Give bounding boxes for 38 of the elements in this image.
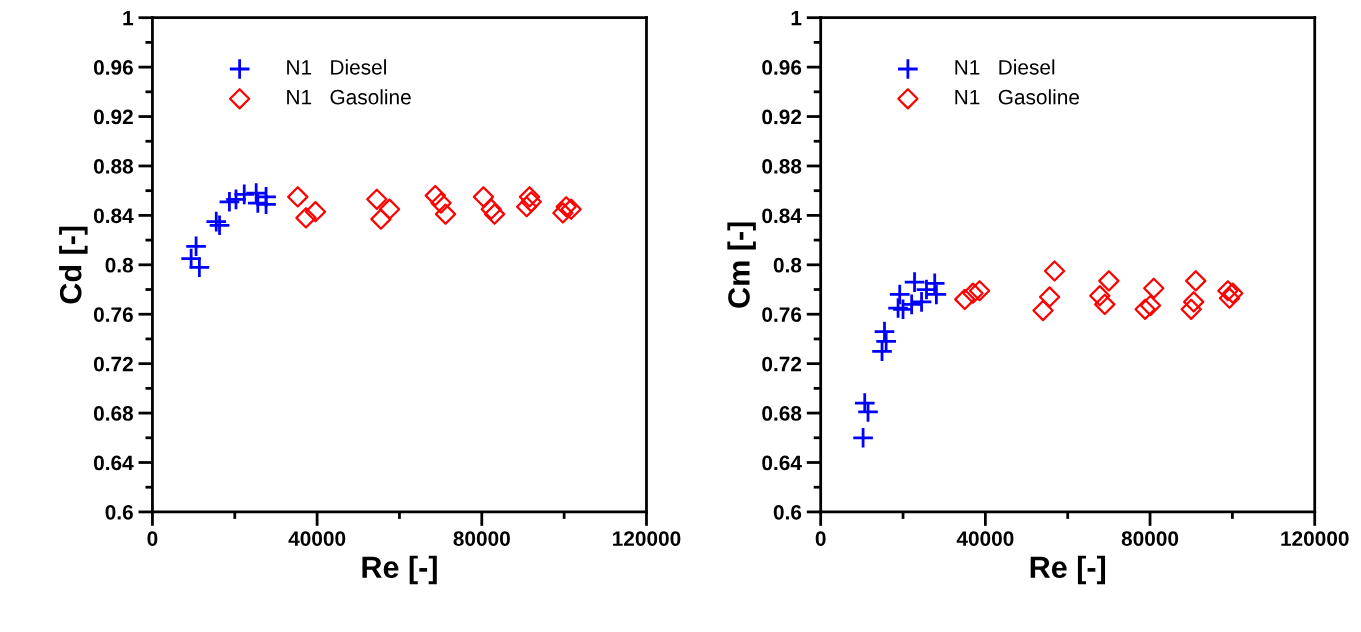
y-tick-label: 0.88 [93,158,134,174]
y-tick-label: 0.68 [762,406,802,421]
x-tick-label: 40000 [288,531,346,546]
y-tick-label: 0.76 [93,307,133,322]
y-tick-label: 0.8 [105,257,134,273]
y-tick-label: 0.92 [762,109,802,125]
x-tick-label: 120000 [613,531,681,546]
y-tick-label: 0.76 [762,307,802,322]
legend-label: N1 Gasoline [955,89,1080,105]
x-tick-label: 0 [815,531,826,546]
x-tick-label: 80000 [453,531,510,546]
y-tick-label: 0.92 [93,109,133,125]
x-axis-title: Re [-] [1030,555,1106,585]
y-axis-title: Cm [-] [727,222,756,308]
x-tick-label: 80000 [1121,531,1179,546]
legend-label: N1 Diesel [287,59,386,75]
y-axis-title: Cd [-] [59,226,88,304]
x-tick-label: 40000 [956,531,1014,546]
y-tick-label: 1 [123,10,134,26]
y-tick-label: 0.8 [773,257,802,273]
x-axis-title: Re [-] [362,555,437,585]
y-tick-label: 0.64 [93,455,134,471]
x-tick-label: 120000 [1281,531,1349,546]
y-tick-label: 1 [791,10,802,26]
y-tick-label: 0.72 [93,356,133,372]
y-tick-label: 0.88 [762,158,802,174]
y-tick-label: 0.72 [762,356,802,372]
y-tick-label: 0.96 [93,60,133,75]
x-tick-label: 0 [147,531,158,546]
y-tick-label: 0.96 [762,60,802,75]
y-tick-label: 0.6 [105,504,133,520]
y-tick-label: 0.64 [762,455,802,471]
y-tick-label: 0.6 [773,504,802,520]
legend-label: N1 Diesel [955,59,1055,75]
y-tick-label: 0.84 [93,208,134,224]
y-tick-label: 0.68 [93,406,134,421]
legend-label: N1 Gasoline [287,89,411,105]
y-tick-label: 0.84 [762,208,802,224]
